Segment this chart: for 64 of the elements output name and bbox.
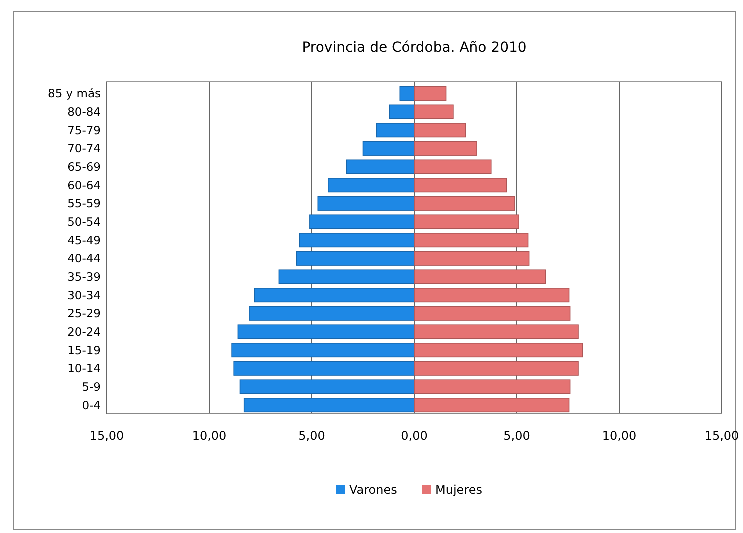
bar bbox=[249, 306, 415, 321]
y-tick-label: 40-44 bbox=[68, 252, 101, 266]
y-tick-label: 55-59 bbox=[68, 196, 101, 211]
y-tick-label: 35-39 bbox=[68, 270, 101, 284]
x-tick-label: 5,00 bbox=[504, 429, 530, 443]
y-tick-label: 10-14 bbox=[68, 362, 101, 376]
bar bbox=[234, 361, 415, 376]
bar bbox=[414, 123, 466, 138]
bar bbox=[414, 196, 516, 211]
y-tick-label: 85 y más bbox=[48, 86, 101, 101]
y-tick-label: 60-64 bbox=[68, 178, 101, 192]
bar bbox=[299, 233, 415, 248]
bar bbox=[414, 343, 583, 358]
bar bbox=[238, 324, 415, 340]
bar bbox=[390, 104, 415, 120]
bar bbox=[328, 178, 415, 193]
bar bbox=[318, 196, 415, 211]
bar bbox=[376, 123, 415, 138]
bar bbox=[296, 251, 415, 266]
bar bbox=[414, 233, 529, 248]
bar bbox=[240, 380, 415, 394]
y-tick-label: 25-29 bbox=[68, 306, 101, 321]
bar bbox=[362, 141, 415, 156]
bar bbox=[414, 306, 571, 321]
x-tick-label: 15,00 bbox=[704, 429, 740, 443]
chart-title: Provincia de Córdoba. Año 2010 bbox=[302, 40, 527, 56]
y-tick-label: 30-34 bbox=[68, 288, 101, 302]
bar bbox=[414, 288, 570, 303]
x-tick-label: 10,00 bbox=[192, 429, 227, 443]
y-tick-label: 50-54 bbox=[68, 215, 101, 230]
y-tick-label: 80-84 bbox=[68, 105, 101, 120]
y-tick-label: 75-79 bbox=[68, 123, 101, 138]
bar bbox=[414, 380, 571, 394]
bar bbox=[346, 160, 415, 174]
y-tick-label: 15-19 bbox=[68, 343, 101, 358]
bar bbox=[414, 361, 579, 376]
y-tick-label: 0-4 bbox=[82, 398, 101, 412]
y-tick-label: 65-69 bbox=[68, 160, 101, 174]
y-tick-label: 45-49 bbox=[68, 233, 101, 248]
bar bbox=[414, 270, 546, 284]
legend-label: Mujeres bbox=[436, 483, 482, 498]
legend-label: Varones bbox=[350, 483, 398, 498]
bar bbox=[414, 141, 478, 156]
y-tick-label: 20-24 bbox=[68, 325, 101, 340]
y-tick-label: 5-9 bbox=[82, 380, 101, 394]
bar bbox=[414, 398, 570, 413]
x-tick-label: 0,00 bbox=[401, 429, 428, 443]
bar bbox=[414, 178, 508, 193]
bar bbox=[244, 398, 415, 413]
bar bbox=[414, 214, 520, 230]
bar bbox=[400, 86, 415, 101]
x-tick-label: 5,00 bbox=[298, 429, 326, 443]
bar bbox=[414, 324, 579, 340]
bar bbox=[254, 288, 415, 303]
bar bbox=[414, 251, 530, 266]
bar bbox=[414, 160, 492, 174]
bar bbox=[278, 270, 415, 284]
bar bbox=[310, 214, 415, 230]
bar bbox=[232, 343, 415, 358]
x-tick-label: 15,00 bbox=[90, 429, 124, 443]
y-tick-label: 70-74 bbox=[68, 142, 101, 156]
bar bbox=[414, 86, 447, 101]
x-tick-label: 10,00 bbox=[602, 429, 637, 443]
bar bbox=[414, 104, 454, 120]
